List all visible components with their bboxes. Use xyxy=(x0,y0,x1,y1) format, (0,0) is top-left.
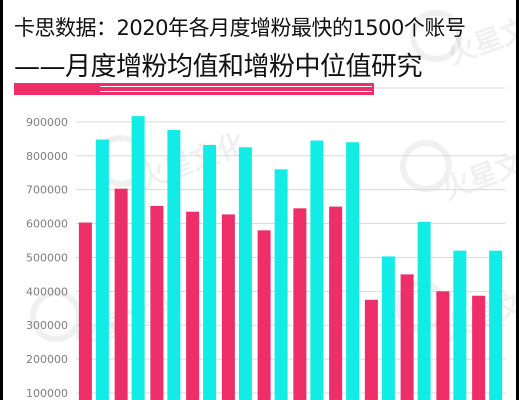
bar-series-2 xyxy=(346,142,360,400)
bar-series-1 xyxy=(114,188,128,400)
bar-series-1 xyxy=(364,299,378,400)
bar-series-2 xyxy=(381,256,395,400)
bar-series-2 xyxy=(453,250,467,400)
y-tick-label: 100000 xyxy=(26,387,68,400)
bar-series-2 xyxy=(131,116,145,400)
bar-series-1 xyxy=(329,206,343,400)
bar-series-1 xyxy=(186,211,200,400)
y-tick-label: 200000 xyxy=(26,353,68,366)
bar-series-1 xyxy=(150,205,164,400)
bar-series-1 xyxy=(221,214,235,400)
y-tick-label: 900000 xyxy=(26,116,68,129)
bar-series-2 xyxy=(274,169,288,400)
y-tick-label: 300000 xyxy=(26,319,68,332)
bar-series-1 xyxy=(257,230,271,400)
bar-series-2 xyxy=(167,130,181,400)
bar-series-2 xyxy=(310,140,324,400)
bar-series-1 xyxy=(400,274,414,400)
left-border xyxy=(0,0,3,400)
bar-series-1 xyxy=(293,208,307,400)
bar-series-2 xyxy=(417,221,431,400)
bar-series-2 xyxy=(203,144,217,400)
y-tick-label: 800000 xyxy=(26,150,68,163)
bar-series-1 xyxy=(472,295,486,400)
bar-series-2 xyxy=(95,139,109,400)
bar-series-1 xyxy=(78,222,92,400)
y-tick-label: 500000 xyxy=(26,251,68,264)
title-underline-bar xyxy=(14,83,374,95)
page-title: 卡思数据：2020年各月度增粉最快的1500个账号 xyxy=(14,16,466,40)
title-underline-stripe xyxy=(100,91,372,92)
y-tick-label: 600000 xyxy=(26,218,68,231)
bar-series-1 xyxy=(436,291,450,400)
y-tick-label: 400000 xyxy=(26,285,68,298)
bar-series-2 xyxy=(238,147,252,400)
right-border xyxy=(516,0,519,400)
page-subtitle: ——月度增粉均值和增粉中位值研究 xyxy=(14,52,423,82)
title-underline-stripe xyxy=(100,86,372,87)
bar-series-2 xyxy=(489,250,503,400)
y-tick-label: 700000 xyxy=(26,184,68,197)
